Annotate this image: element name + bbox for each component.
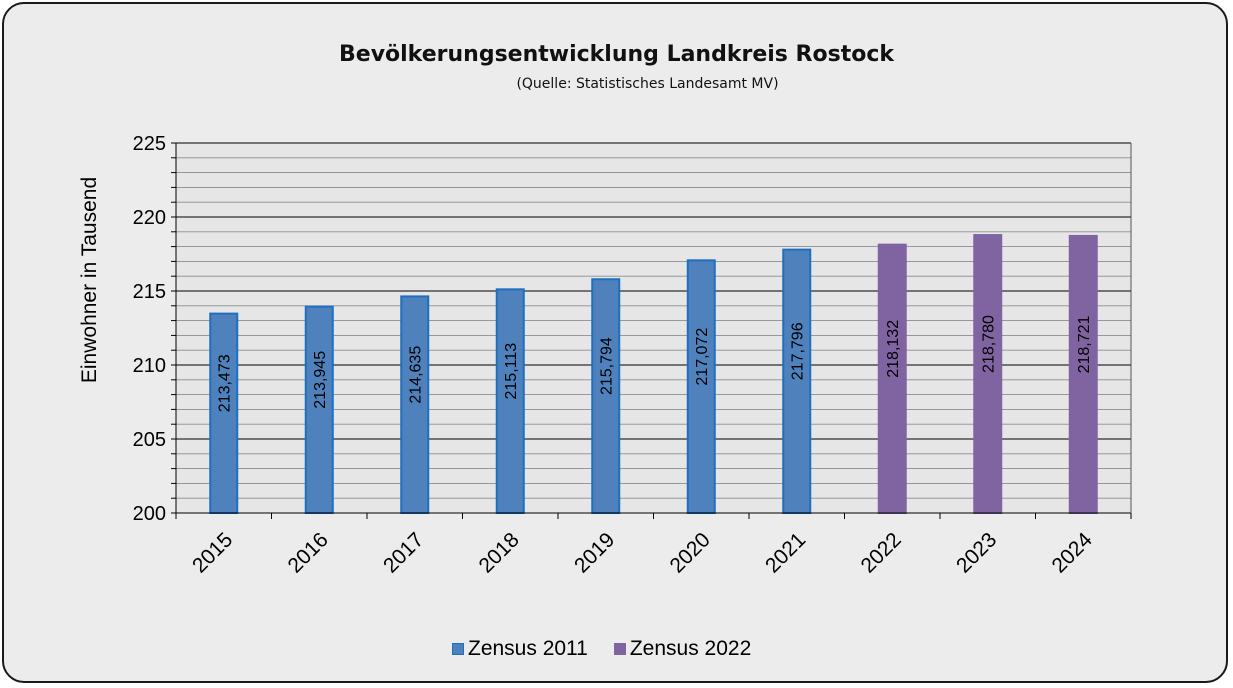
bar — [591, 278, 621, 515]
data-label: 213,473 — [217, 354, 234, 412]
legend: Zensus 2011 Zensus 2022 — [452, 636, 777, 662]
data-label: 218,721 — [1076, 315, 1093, 373]
bar — [686, 259, 716, 515]
bar — [495, 288, 525, 514]
x-tick-label: 2021 — [761, 528, 810, 577]
x-tick-label: 2020 — [665, 528, 714, 577]
bar — [877, 243, 907, 514]
bar — [782, 248, 812, 514]
y-tick-label: 220 — [133, 207, 166, 229]
data-label: 214,635 — [408, 346, 425, 404]
y-tick-label: 215 — [133, 281, 166, 303]
data-label: 217,072 — [694, 328, 711, 386]
x-tick-label: 2023 — [952, 528, 1001, 577]
x-tick-label: 2017 — [379, 528, 428, 577]
legend-item-zensus-2022: Zensus 2022 — [613, 637, 752, 661]
chart-title: Bevölkerungsentwicklung Landkreis Rostoc… — [339, 42, 894, 67]
plot-area — [176, 143, 1131, 513]
x-tick-label: 2024 — [1047, 528, 1097, 578]
legend-swatch-zensus-2011 — [452, 643, 464, 655]
data-label: 215,794 — [599, 337, 616, 395]
legend-label-zensus-2011: Zensus 2011 — [468, 637, 588, 660]
bar — [1068, 234, 1098, 514]
x-tick-label: 2016 — [283, 528, 332, 577]
x-tick-label: 2015 — [188, 528, 237, 577]
data-label: 217,796 — [790, 322, 807, 380]
legend-label-zensus-2022: Zensus 2022 — [629, 637, 752, 660]
x-tick-label: 2019 — [570, 528, 619, 577]
y-tick-label: 225 — [133, 133, 166, 155]
y-axis-title: Einwohner in Tausend — [78, 177, 101, 383]
y-tick-label: 205 — [133, 429, 166, 451]
data-label: 213,945 — [312, 351, 329, 409]
bar — [209, 312, 239, 515]
legend-item-zensus-2011: Zensus 2011 — [452, 637, 588, 661]
chart-subtitle: (Quelle: Statistisches Landesamt MV) — [516, 76, 779, 92]
x-tick-label: 2018 — [474, 528, 523, 577]
bar — [400, 295, 430, 515]
data-label: 218,132 — [885, 320, 902, 378]
data-label: 215,113 — [503, 343, 520, 400]
bar — [973, 234, 1003, 514]
legend-swatch-zensus-2022 — [613, 643, 626, 655]
y-tick-label: 210 — [133, 355, 166, 377]
data-label: 218,780 — [981, 315, 998, 373]
y-tick-label: 200 — [133, 503, 166, 525]
bar — [304, 305, 334, 515]
x-tick-label: 2022 — [856, 528, 905, 577]
